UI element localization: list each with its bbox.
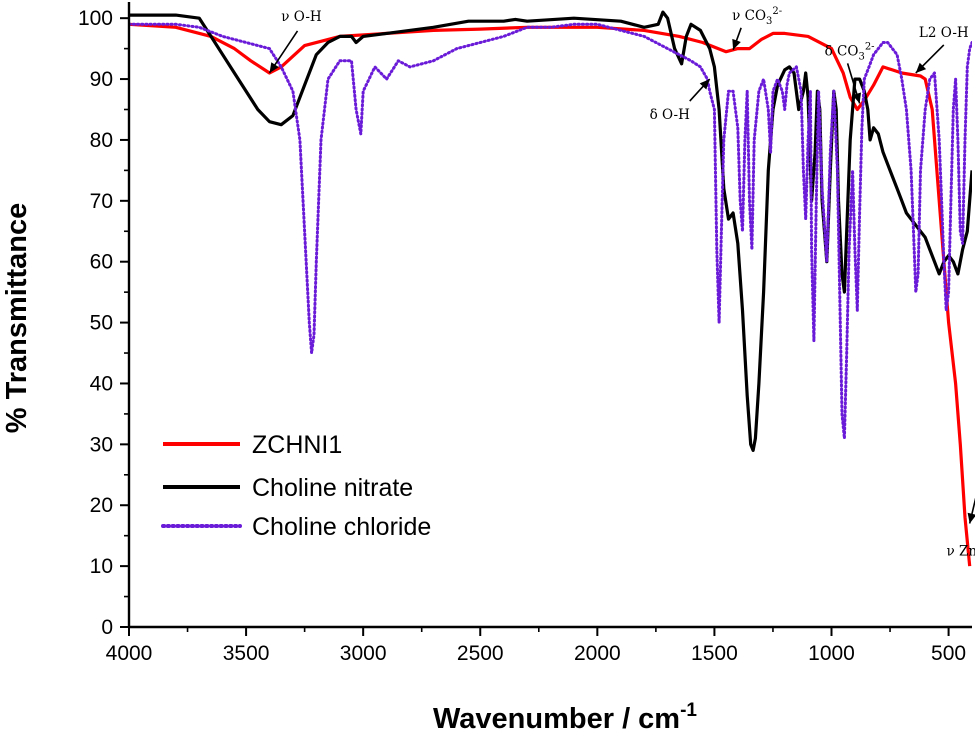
x-tick-label: 4000	[106, 642, 153, 665]
x-axis-title: Wavenumber / cm-1	[433, 700, 697, 735]
y-tick-label: 0	[101, 616, 113, 639]
y-tick-label: 70	[90, 190, 113, 213]
y-tick-label: 10	[90, 555, 113, 578]
legend-label-zchni1: ZCHNI1	[252, 431, 342, 459]
series-layer	[129, 10, 972, 567]
y-tick-label: 50	[90, 312, 113, 335]
y-tick-label: 20	[90, 494, 113, 517]
series-line-zchni1	[129, 22, 972, 567]
x-tick-label: 1500	[691, 642, 738, 665]
x-tick-label: 3000	[340, 642, 387, 665]
legend: ZCHNI1 Choline nitrate Choline chloride	[161, 431, 431, 541]
y-tick-label: 30	[90, 433, 113, 456]
legend-label-choline-nitrate: Choline nitrate	[252, 474, 413, 502]
annotation-label: L2 O-H	[919, 25, 969, 41]
y-axis-title: % Transmittance	[1, 203, 33, 433]
annotation-label: δ CO32-	[825, 41, 875, 62]
y-tick-label: 90	[90, 68, 113, 91]
x-tick-label: 2500	[457, 642, 504, 665]
annotation-layer: ν O-H δ O-H ν CO32- δ CO32- L2 O-H ν Zn-O	[268, 6, 975, 560]
tick-layer: 4000 3500 3000 2500 2000 1500 1000 500 0 10 20 30 40…	[78, 7, 966, 665]
y-tick-label: 40	[90, 372, 113, 395]
annotation-arrowhead	[852, 92, 861, 104]
annotation-arrowhead	[915, 62, 927, 73]
x-axis-title-text: Wavenumber / cm	[433, 703, 680, 735]
annotation-arrowhead	[967, 512, 975, 524]
annotation-arrowhead	[699, 79, 710, 90]
y-tick-label: 100	[78, 7, 113, 30]
y-tick-label: 80	[90, 129, 113, 152]
annotation-arrowhead	[269, 62, 279, 73]
x-tick-label: 1000	[808, 642, 855, 665]
annotation-label: ν Zn-O	[947, 544, 975, 560]
series-line-choline-chloride	[129, 22, 972, 440]
x-tick-label: 2000	[574, 642, 621, 665]
x-axis-title-exponent: -1	[680, 700, 697, 721]
legend-label-choline-chloride: Choline chloride	[252, 513, 431, 541]
annotation-label: δ O-H	[650, 107, 691, 123]
annotation-arrowhead	[732, 38, 741, 50]
y-tick-label: 60	[90, 251, 113, 274]
x-tick-label: 3500	[223, 642, 270, 665]
annotation-label: ν CO32-	[732, 6, 782, 27]
x-tick-label: 500	[931, 642, 966, 665]
annotation-label: ν O-H	[281, 9, 322, 25]
